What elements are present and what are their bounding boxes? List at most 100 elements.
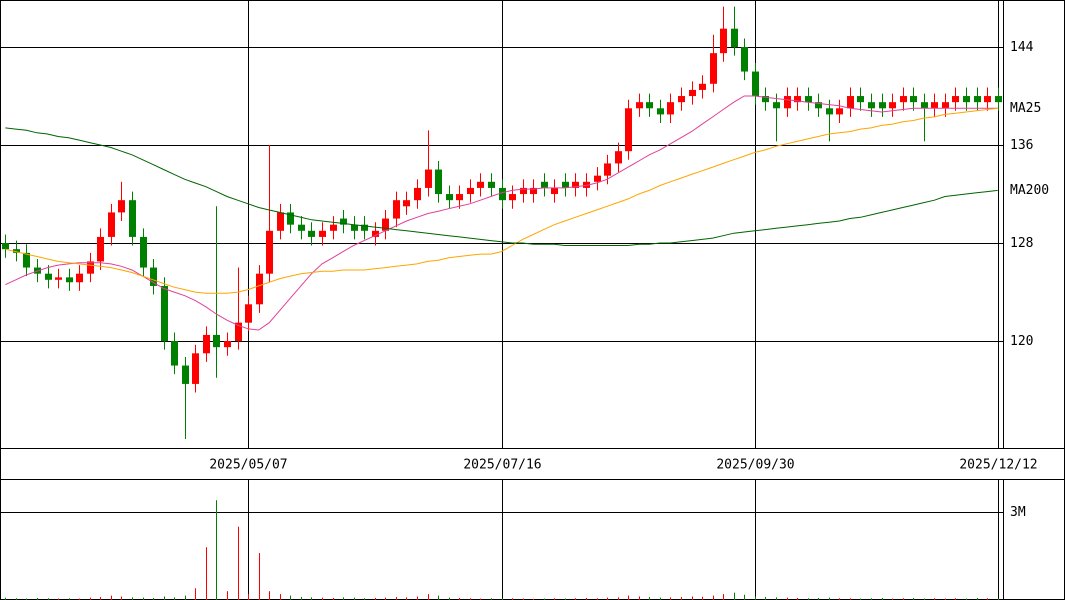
candle-body — [13, 249, 20, 253]
candle-body — [974, 96, 981, 103]
candle-body — [161, 285, 168, 342]
candle-body — [963, 96, 970, 103]
candle-body — [23, 252, 30, 268]
candle-body — [646, 102, 653, 109]
volume-bar — [375, 597, 376, 600]
candle-body — [731, 28, 738, 48]
moving-average-line — [5, 107, 998, 294]
volume-bar — [406, 597, 407, 600]
volume-bar — [934, 598, 935, 600]
volume-bar — [565, 598, 566, 600]
candle-body — [762, 96, 769, 103]
candle-body — [45, 273, 52, 280]
volume-bar — [90, 597, 91, 600]
candle-body — [108, 212, 115, 237]
volume-bar — [533, 598, 534, 600]
candle-body — [456, 194, 463, 201]
y-tick-label: 120 — [1010, 334, 1033, 349]
volume-bar — [428, 594, 429, 600]
candle-body — [414, 187, 421, 201]
volume-bar — [871, 598, 872, 600]
volume-bar — [597, 598, 598, 600]
candle-body — [319, 230, 326, 237]
candle-body — [382, 218, 389, 231]
volume-bar — [121, 596, 122, 600]
volume-bar — [818, 597, 819, 600]
candle-body — [984, 96, 991, 103]
volume-bar — [459, 597, 460, 600]
candle-body — [171, 341, 178, 366]
candle-body — [667, 102, 674, 115]
candle-body — [287, 212, 294, 225]
candle-body — [583, 181, 590, 188]
candle-body — [625, 108, 632, 152]
volume-bar — [945, 598, 946, 600]
candle-body — [826, 108, 833, 115]
volume-bar — [924, 598, 925, 600]
candle-body — [995, 96, 1002, 103]
candle-body — [551, 187, 558, 195]
candle-body — [889, 102, 896, 109]
volume-bar — [987, 598, 988, 600]
volume-bar — [660, 597, 661, 600]
volume-bar — [111, 595, 112, 600]
volume-bar — [333, 597, 334, 600]
volume-bar — [164, 596, 165, 600]
candle-body — [636, 102, 643, 109]
moving-average-line — [5, 127, 998, 246]
candle-body — [150, 267, 157, 286]
candle-body — [910, 96, 917, 103]
candle-body — [213, 334, 220, 348]
volume-bar — [755, 596, 756, 600]
volume-bar — [132, 597, 133, 600]
candle-body — [615, 151, 622, 164]
volume-bar — [512, 598, 513, 600]
candle-body — [340, 218, 347, 225]
volume-bar — [882, 597, 883, 600]
legend-label: MA200 — [1010, 183, 1049, 198]
candle-body — [477, 181, 484, 188]
volume-bar — [744, 594, 745, 600]
candle-body — [805, 96, 812, 103]
volume-bar — [575, 598, 576, 600]
volume-bar — [206, 547, 207, 600]
volume-bar — [5, 597, 6, 600]
candle-body — [256, 273, 263, 305]
candle-body — [921, 102, 928, 109]
x-tick-label: 2025/05/07 — [209, 458, 287, 473]
candle-body — [678, 96, 685, 103]
candle-body — [266, 230, 273, 274]
volume-bar — [185, 595, 186, 600]
legend-label: MA25 — [1010, 101, 1041, 116]
volume-bar — [396, 597, 397, 600]
candle-body — [66, 277, 73, 283]
volume-bar — [502, 598, 503, 600]
volume-bar — [776, 597, 777, 600]
volume-bar — [153, 597, 154, 600]
y-tick-label: 136 — [1010, 138, 1033, 153]
volume-bar — [765, 597, 766, 600]
candle-body — [97, 236, 104, 262]
volume-bar — [354, 597, 355, 600]
volume-bar — [259, 553, 260, 600]
candle-body — [857, 96, 864, 103]
volume-bar — [195, 588, 196, 600]
volume-bar — [808, 598, 809, 600]
candle-body — [425, 169, 432, 188]
volume-bar — [903, 598, 904, 600]
volume-bar — [797, 597, 798, 600]
candle-body — [55, 277, 62, 280]
y-tick-label: 144 — [1010, 40, 1034, 55]
volume-bar — [449, 597, 450, 600]
candle-body — [235, 322, 242, 342]
candle-body — [203, 334, 210, 354]
volume-bar — [618, 597, 619, 600]
candle-body — [815, 102, 822, 109]
candle-body — [541, 181, 548, 188]
volume-bar — [100, 597, 101, 600]
candle-body — [435, 169, 442, 195]
candle-body — [879, 102, 886, 109]
volume-bar — [322, 597, 323, 600]
